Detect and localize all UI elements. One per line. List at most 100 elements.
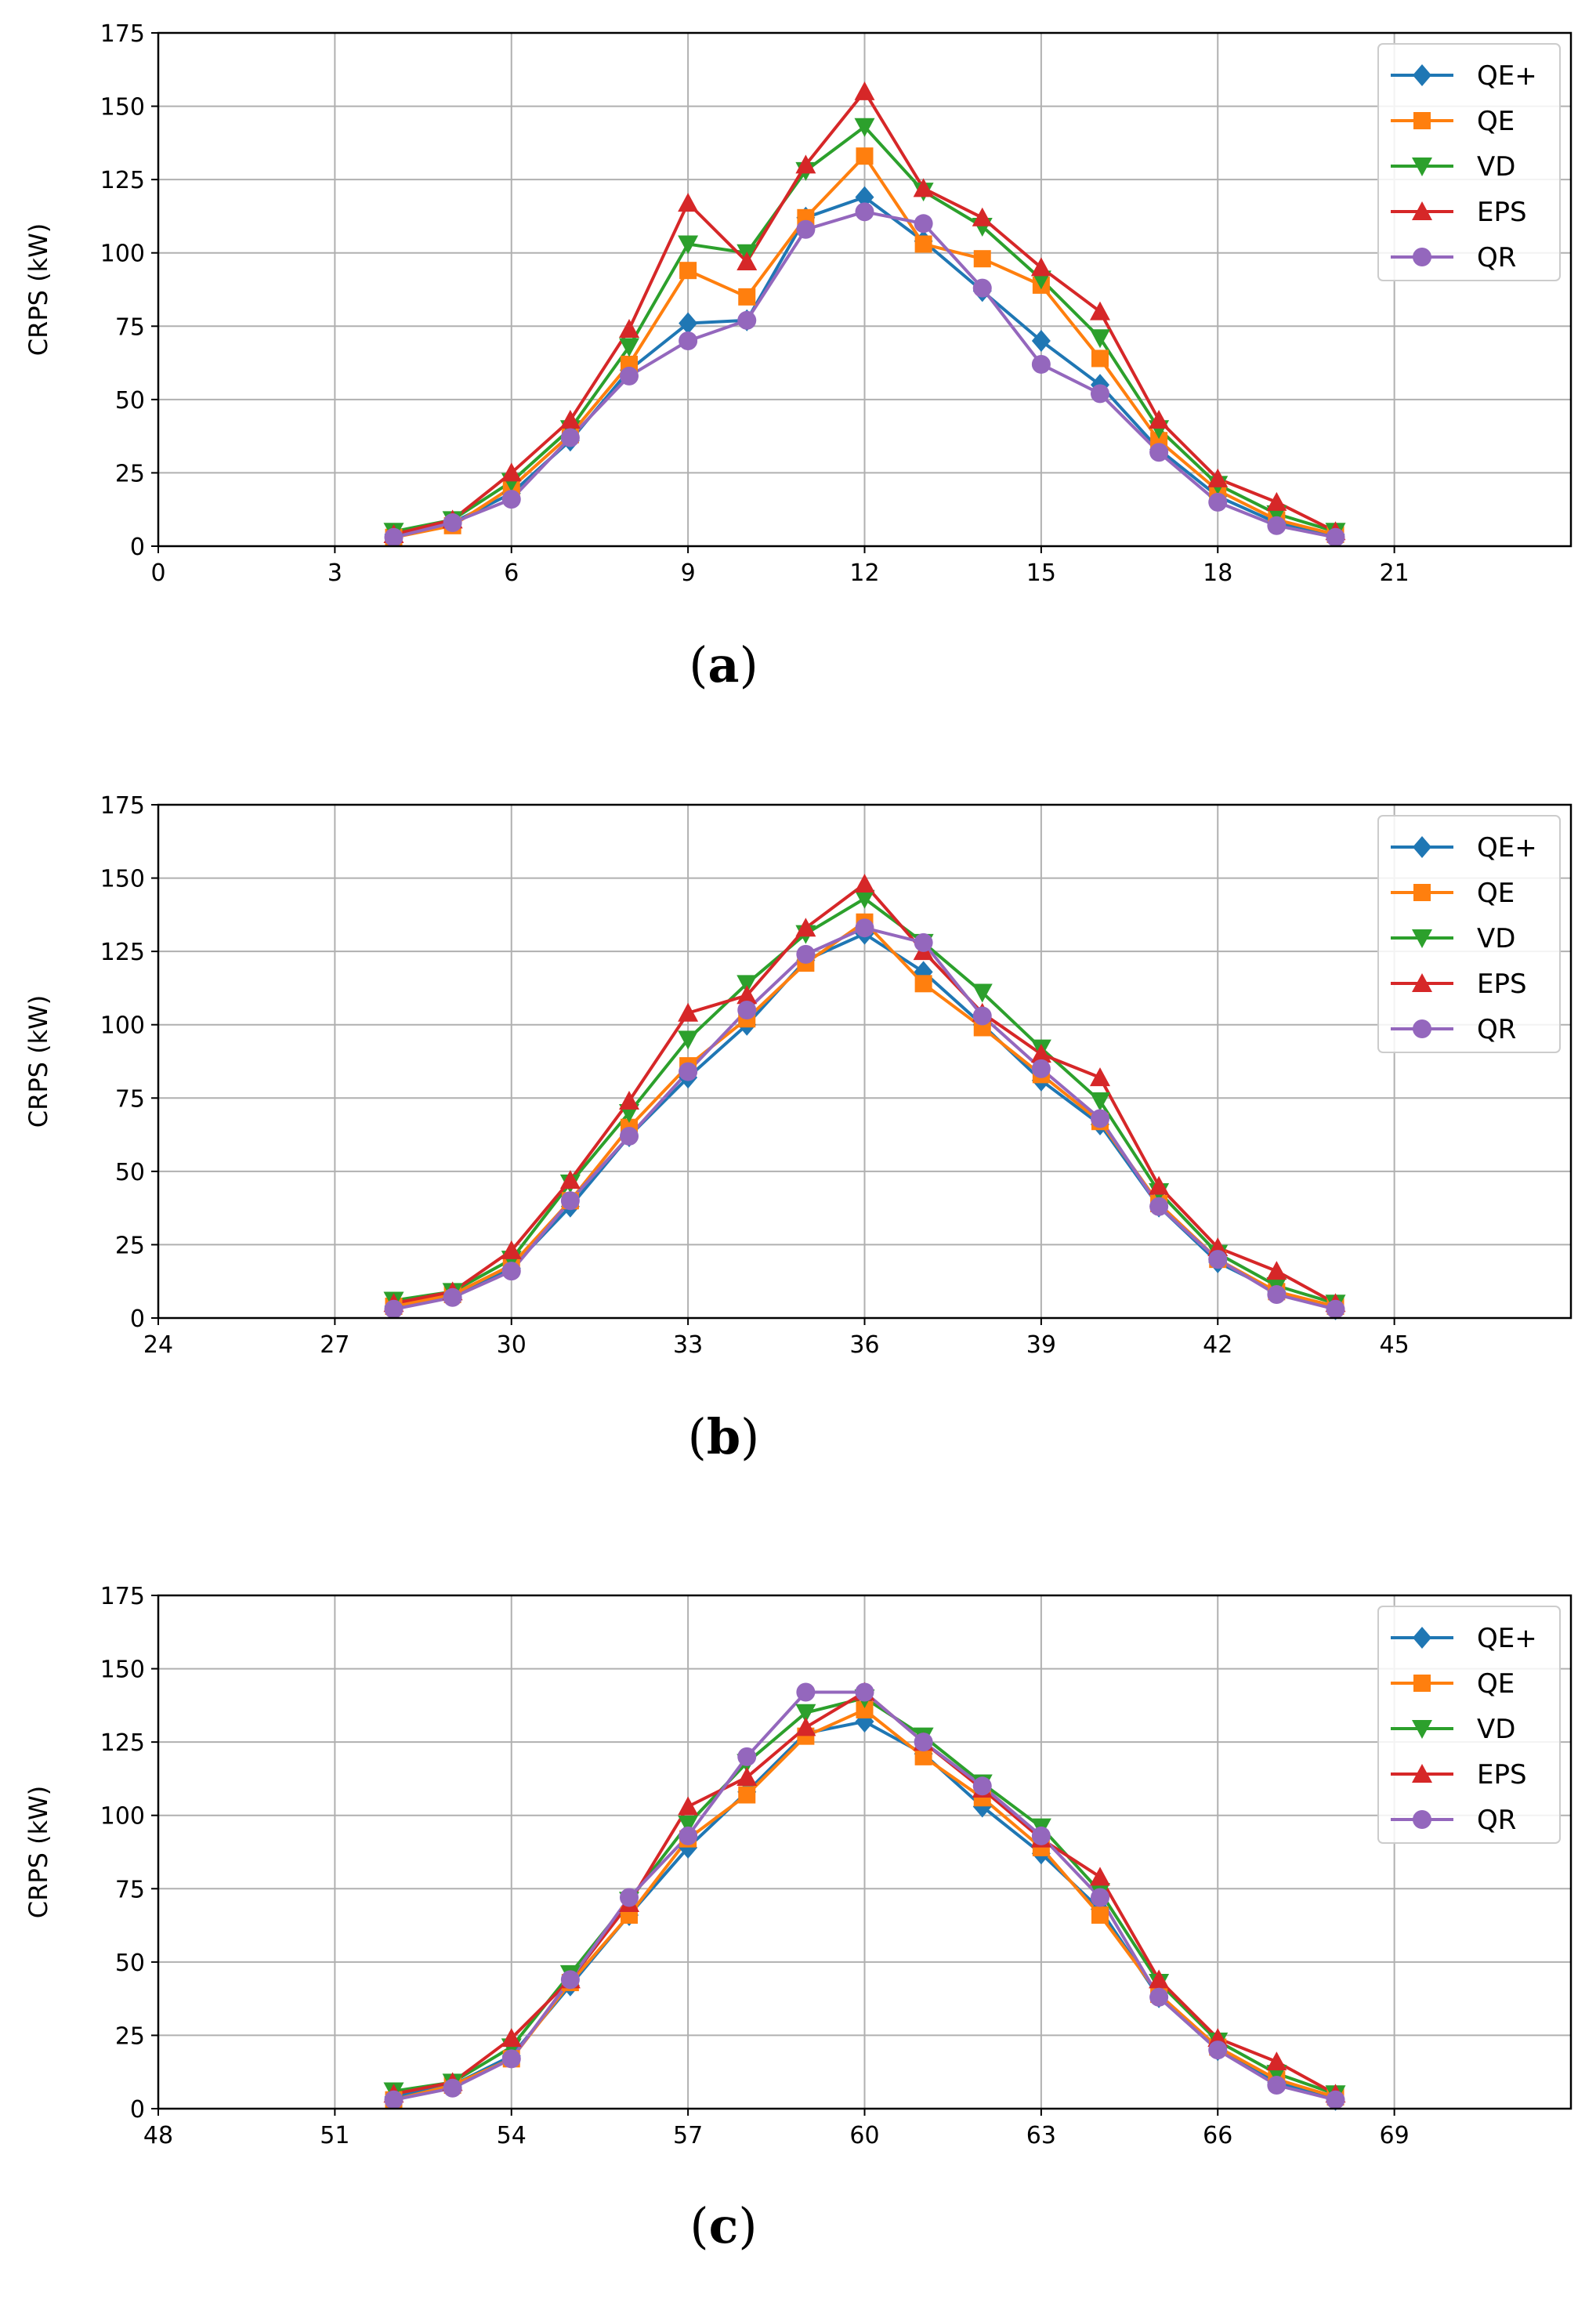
legend-label: EPS <box>1477 969 1527 1000</box>
data-point <box>1267 516 1287 535</box>
y-tick-label: 175 <box>100 1583 145 1610</box>
plot-frame <box>157 803 1572 1320</box>
data-point <box>854 118 875 137</box>
data-point <box>738 1786 756 1804</box>
data-point <box>1030 1044 1051 1063</box>
data-point <box>559 410 581 429</box>
data-point <box>1266 1261 1287 1280</box>
legend-marker <box>1413 1627 1431 1649</box>
data-point <box>736 251 758 270</box>
data-point <box>855 186 874 208</box>
data-point <box>501 2028 522 2048</box>
data-point <box>1149 1175 1170 1195</box>
panel-caption: (a) <box>689 636 758 693</box>
y-tick-label: 0 <box>130 2096 145 2124</box>
legend-label: EPS <box>1477 1759 1527 1791</box>
data-point <box>501 462 522 482</box>
grid <box>158 1595 1571 2109</box>
chart-panel-b: 24 27 30 33 36 39 42 45 0 25 50 75 100 125 150 175 CRPS … <box>24 792 1572 1465</box>
data-point <box>384 2090 404 2109</box>
data-point <box>1090 301 1110 320</box>
x-tick-label: 48 <box>143 2122 173 2149</box>
data-point <box>1091 349 1109 368</box>
data-point <box>736 985 758 1005</box>
y-tick-label: 125 <box>100 1729 145 1757</box>
data-point <box>679 312 698 335</box>
data-point <box>501 2049 521 2069</box>
data-point <box>501 490 521 509</box>
x-tick-label: 27 <box>320 1331 349 1359</box>
x-tick-label: 24 <box>143 1331 173 1359</box>
data-point <box>501 1240 522 1259</box>
data-point <box>914 1733 933 1752</box>
data-point <box>678 193 699 212</box>
data-point <box>1266 2051 1287 2071</box>
data-point <box>796 944 816 964</box>
data-point <box>1207 468 1229 487</box>
data-point <box>972 1006 992 1026</box>
data-point <box>914 214 933 234</box>
data-point <box>855 918 874 938</box>
legend-label: QE <box>1477 106 1515 137</box>
x-tick-label: 33 <box>673 1331 703 1359</box>
data-point <box>620 366 639 386</box>
data-point <box>1090 1867 1110 1886</box>
data-point <box>973 250 991 268</box>
y-tick-label: 150 <box>100 94 145 121</box>
data-point <box>737 1001 757 1019</box>
series-markers-qr <box>384 918 1345 1319</box>
y-tick-label: 100 <box>100 1012 145 1040</box>
y-tick-label: 150 <box>100 1657 145 1684</box>
y-tick-label: 25 <box>115 460 145 487</box>
legend-label: QE <box>1477 1668 1515 1700</box>
data-point <box>384 1299 404 1319</box>
data-point <box>913 178 934 197</box>
legend-marker <box>1412 158 1432 176</box>
legend-box <box>1377 815 1561 1053</box>
legend-label: VD <box>1477 151 1515 183</box>
data-point <box>620 1126 639 1146</box>
legend: QE+ QE VD EPS QR <box>1377 1606 1561 1844</box>
legend-box <box>1377 1606 1561 1844</box>
data-point <box>443 2078 462 2098</box>
plot-frame <box>157 31 1572 548</box>
data-point <box>795 1717 816 1736</box>
data-point <box>620 1888 639 1907</box>
y-tick-label: 125 <box>100 167 145 194</box>
data-point <box>796 1682 816 1702</box>
x-tick-label: 21 <box>1380 559 1410 587</box>
data-point <box>1030 257 1051 277</box>
data-point <box>914 932 933 952</box>
data-point <box>795 1704 816 1723</box>
data-point <box>1208 2040 1228 2060</box>
y-axis-label: CRPS (kW) <box>24 995 53 1128</box>
x-tick-label: 54 <box>497 2122 527 2149</box>
x-tick-label: 69 <box>1380 2122 1410 2149</box>
data-point <box>736 975 758 994</box>
legend-label: QR <box>1477 1014 1516 1045</box>
data-point <box>972 278 992 298</box>
x-tick-label: 15 <box>1026 559 1056 587</box>
x-tick-label: 42 <box>1203 1331 1232 1359</box>
data-point <box>1208 492 1228 512</box>
data-point <box>560 1970 580 1990</box>
data-point <box>678 1002 699 1022</box>
x-tick-label: 30 <box>497 1331 527 1359</box>
legend-marker <box>1412 1764 1432 1783</box>
data-point <box>1031 1059 1051 1078</box>
y-tick-label: 0 <box>130 1305 145 1333</box>
data-point <box>1326 527 1345 547</box>
legend-box <box>1377 43 1561 281</box>
x-tick-label: 60 <box>849 2122 879 2149</box>
data-point <box>1091 1906 1109 1924</box>
y-tick-label: 100 <box>100 1803 145 1830</box>
data-point <box>679 1826 698 1845</box>
y-tick-label: 175 <box>100 792 145 820</box>
y-tick-label: 0 <box>130 534 145 561</box>
data-point <box>854 81 875 100</box>
data-point <box>1149 443 1169 462</box>
x-tick-label: 66 <box>1203 2122 1232 2149</box>
legend-label: VD <box>1477 923 1515 954</box>
data-point <box>1267 1285 1287 1305</box>
